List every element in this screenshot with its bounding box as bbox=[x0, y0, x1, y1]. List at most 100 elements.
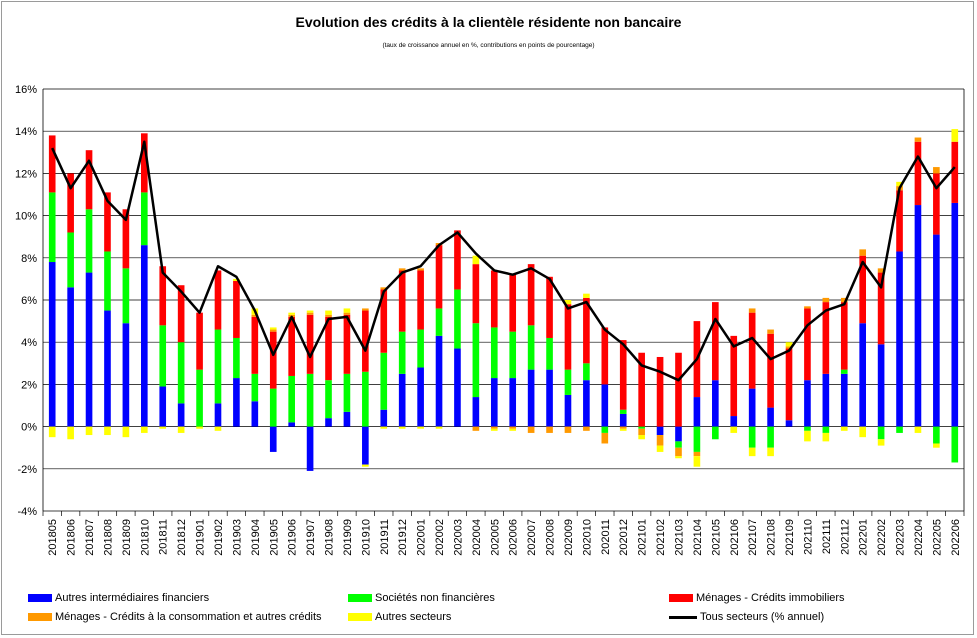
bar-segment bbox=[122, 323, 130, 427]
legend-item: Ménages - Crédits immobiliers bbox=[669, 592, 845, 604]
bar-segment bbox=[269, 327, 277, 330]
bar-segment bbox=[67, 426, 74, 440]
bar-segment bbox=[564, 369, 572, 395]
bar-segment bbox=[638, 435, 645, 440]
x-tick-label: 202104 bbox=[692, 519, 704, 556]
legend-label: Autres intermédiaires financiers bbox=[55, 592, 210, 604]
bar-segment bbox=[785, 420, 793, 427]
bar-segment bbox=[767, 426, 774, 448]
bar-segment bbox=[583, 380, 590, 427]
bar-segment bbox=[398, 270, 406, 332]
bar-segment bbox=[564, 426, 572, 433]
x-tick-label: 202111 bbox=[821, 519, 833, 554]
bar-segment bbox=[306, 426, 314, 471]
x-tick-label: 202108 bbox=[766, 519, 778, 556]
bar-segment bbox=[122, 209, 130, 269]
bar-segment bbox=[822, 302, 830, 374]
x-tick-label: 202102 bbox=[655, 519, 667, 556]
bar-segment bbox=[638, 428, 645, 436]
bar-segment bbox=[527, 264, 535, 326]
legend-label: Ménages - Crédits immobiliers bbox=[696, 592, 845, 604]
legend-label: Tous secteurs (% annuel) bbox=[700, 611, 825, 623]
bar-segment bbox=[435, 308, 443, 336]
bar-segment bbox=[214, 426, 222, 431]
bar-segment bbox=[546, 369, 553, 427]
bar-segment bbox=[859, 426, 867, 438]
bar-segment bbox=[67, 287, 74, 427]
legend-item: Autres intermédiaires financiers bbox=[28, 592, 209, 604]
bar-segment bbox=[398, 373, 406, 427]
bar-segment bbox=[398, 268, 406, 271]
bar-segment bbox=[748, 312, 756, 389]
bar-segment bbox=[785, 342, 793, 347]
bar-segment bbox=[785, 348, 793, 421]
bar-segment bbox=[196, 426, 203, 429]
x-tick-label: 202206 bbox=[950, 519, 962, 556]
x-tick-label: 201902 bbox=[213, 519, 225, 556]
bar-segment bbox=[840, 373, 848, 427]
bar-segment bbox=[564, 304, 572, 370]
bar-segment bbox=[877, 268, 885, 273]
x-tick-label: 202103 bbox=[673, 519, 685, 556]
bar-segment bbox=[306, 310, 314, 313]
y-tick-label: 12% bbox=[15, 168, 37, 180]
bar-segment bbox=[159, 266, 167, 326]
bar-segment bbox=[693, 397, 701, 427]
bar-segment bbox=[251, 316, 259, 374]
bar-segment bbox=[564, 394, 572, 427]
x-tick-label: 201810 bbox=[139, 519, 151, 556]
bar-segment bbox=[288, 375, 295, 423]
bar-segment bbox=[140, 245, 148, 427]
bar-segment bbox=[601, 327, 609, 385]
y-tick-label: 8% bbox=[21, 253, 37, 265]
bar-segment bbox=[951, 426, 959, 463]
bar-segment bbox=[85, 272, 93, 427]
bar-segment bbox=[269, 329, 277, 332]
bar-segment bbox=[767, 329, 774, 334]
x-tick-label: 202106 bbox=[729, 519, 741, 556]
bar-segment bbox=[454, 348, 461, 427]
bar-segment bbox=[675, 352, 682, 427]
x-tick-label: 201807 bbox=[84, 519, 96, 556]
bar-segment bbox=[214, 403, 222, 427]
legend-item: Tous secteurs (% annuel) bbox=[669, 611, 824, 623]
bar-segment bbox=[914, 137, 922, 142]
bar-segment bbox=[509, 426, 517, 429]
bar-segment bbox=[840, 426, 848, 431]
bar-segment bbox=[748, 388, 756, 427]
x-tick-label: 201809 bbox=[121, 519, 133, 556]
bar-segment bbox=[877, 272, 885, 345]
x-tick-label: 202201 bbox=[858, 519, 870, 556]
bar-segment bbox=[343, 314, 351, 374]
bar-segment bbox=[398, 331, 406, 374]
bar-segment bbox=[509, 331, 517, 379]
bar-segment bbox=[896, 251, 903, 427]
bar-segment bbox=[656, 426, 664, 436]
bar-segment bbox=[546, 337, 553, 370]
bar-segment bbox=[675, 447, 682, 457]
x-tick-label: 202109 bbox=[784, 519, 796, 556]
bar-segment bbox=[233, 278, 240, 282]
x-tick-label: 202203 bbox=[895, 519, 907, 556]
y-tick-label: 10% bbox=[15, 211, 37, 223]
bar-segment bbox=[638, 426, 645, 429]
bar-segment bbox=[472, 323, 480, 398]
bar-segment bbox=[140, 426, 148, 433]
bar-segment bbox=[435, 335, 443, 427]
bar-segment bbox=[656, 435, 664, 446]
bar-segment bbox=[325, 316, 332, 381]
bar-segment bbox=[490, 378, 498, 427]
bar-segment bbox=[840, 369, 848, 374]
bar-segment bbox=[233, 281, 240, 338]
bar-segment bbox=[362, 426, 369, 465]
x-tick-label: 202002 bbox=[434, 519, 446, 556]
bar-segment bbox=[196, 312, 203, 370]
bar-segment bbox=[767, 333, 774, 408]
bar-segment bbox=[472, 426, 480, 431]
bar-segment bbox=[343, 411, 351, 427]
bar-segment bbox=[85, 426, 93, 436]
y-tick-label: 4% bbox=[21, 337, 37, 349]
bar-segment bbox=[914, 426, 922, 433]
bar-segment bbox=[804, 306, 811, 309]
